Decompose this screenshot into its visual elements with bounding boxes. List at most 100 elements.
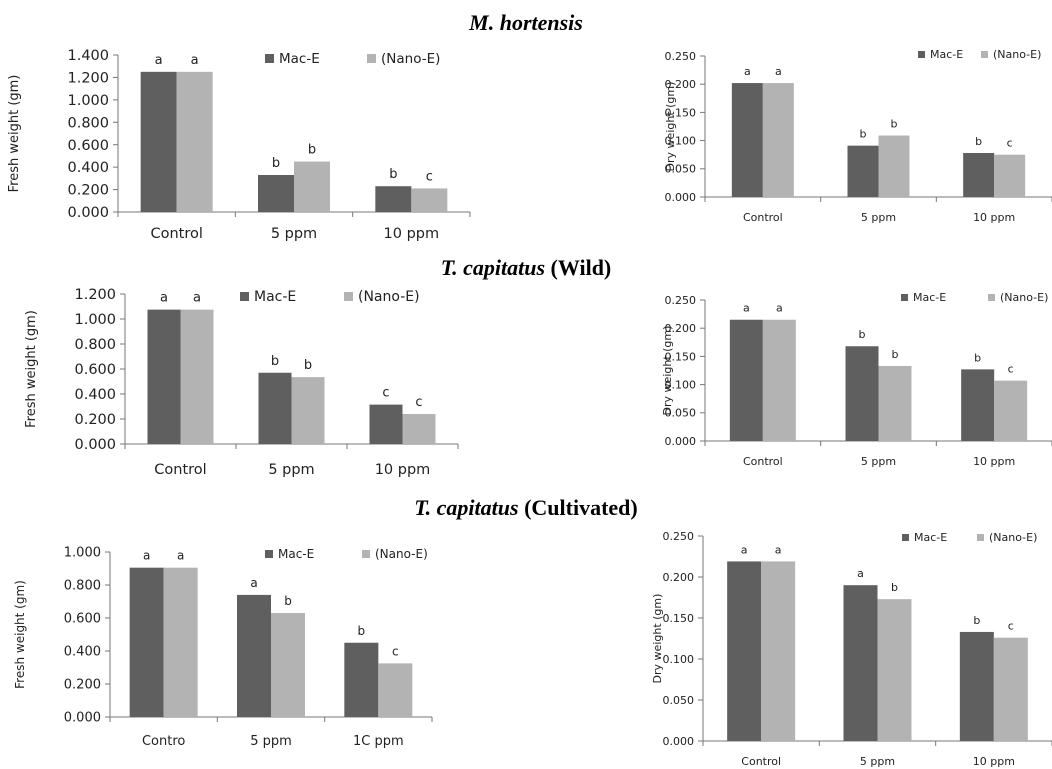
y-tick-label: 1.200: [74, 287, 116, 303]
significance-letter: c: [1008, 620, 1014, 633]
legend-label-nano-e: (Nano-E): [381, 51, 440, 67]
legend-swatch-mac-e: [240, 292, 249, 301]
significance-letter: b: [860, 128, 867, 141]
y-tick-label: 0.000: [663, 735, 695, 748]
bar-nano-e-10-ppm: [993, 637, 1028, 741]
y-tick-label: 0.800: [64, 579, 101, 594]
bar-mac-e-control: [727, 561, 762, 741]
y-tick-label: 0.150: [665, 106, 697, 119]
y-tick-label: 0.000: [665, 435, 697, 448]
bar-nano-e-5-ppm: [878, 365, 912, 441]
significance-letter: b: [308, 143, 316, 158]
bar-nano-e-5-ppm: [877, 599, 912, 741]
bar-nano-e-5-ppm: [294, 161, 330, 212]
bar-mac-e-10-ppm: [369, 404, 403, 444]
bar-nano-e-5-ppm: [271, 613, 305, 717]
legend-swatch-nano-e: [367, 54, 376, 63]
bar-nano-e-10-ppm: [994, 154, 1026, 197]
significance-letter: a: [775, 543, 782, 556]
bar-mac-e-5-ppm: [258, 174, 294, 212]
x-tick-label-10-ppm: 10 ppm: [384, 226, 440, 242]
legend-swatch-mac-e: [902, 534, 909, 541]
legend-swatch-mac-e: [265, 54, 274, 63]
x-tick-label-10-ppm: 10 ppm: [973, 211, 1015, 224]
chart-dry-weight-m-hortensis: 0.000 0.050 0.100 0.150 0.200 0.250 Dry weight…: [664, 48, 1052, 224]
significance-letter: b: [284, 594, 292, 608]
y-axis-label: Fresh weight (gm): [13, 580, 27, 689]
species-name: T. capitatus: [440, 255, 546, 280]
significance-letter: a: [177, 549, 184, 563]
bar-mac-e-contro: [129, 567, 164, 717]
y-tick-label: 0.200: [67, 183, 109, 199]
y-tick-label: 0.100: [665, 378, 697, 391]
bar-mac-e-10-ppm: [963, 153, 995, 197]
x-tick-label-5-ppm: 5 ppm: [861, 211, 896, 224]
x-tick-label-5-ppm: 5 ppm: [250, 734, 292, 749]
legend-label-mac-e: Mac-E: [279, 51, 320, 67]
y-tick-label: 0.600: [74, 362, 116, 378]
significance-letter: b: [891, 581, 898, 594]
significance-letter: a: [155, 53, 163, 68]
y-tick-label: 0.150: [665, 350, 697, 363]
legend-swatch-mac-e: [918, 51, 925, 58]
legend-swatch-nano-e: [977, 534, 984, 541]
significance-letter: b: [272, 156, 280, 171]
y-tick-label: 1.000: [67, 93, 109, 109]
legend-swatch-nano-e: [362, 550, 370, 558]
significance-letter: c: [426, 169, 433, 184]
chart-dry-weight-t-capitatus-cultivated: 0.000 0.050 0.100 0.150 0.200 0.250 Dry weight…: [651, 530, 1052, 768]
y-tick-label: 1.000: [64, 546, 101, 561]
significance-letter: b: [891, 118, 898, 131]
significance-letter: b: [892, 348, 899, 361]
bar-nano-e-control: [180, 309, 214, 444]
y-tick-label: 0.600: [64, 612, 101, 627]
significance-letter: b: [358, 624, 366, 638]
chart-fresh-weight-m-hortensis: 0.000 0.200 0.400 0.600 0.800 1.000 1.200 1.400…: [7, 48, 471, 242]
y-tick-label: 0.800: [67, 115, 109, 131]
y-tick-label: 0.250: [665, 294, 697, 307]
y-tick-label: 0.050: [665, 163, 697, 176]
y-tick-label: 0.250: [665, 50, 697, 63]
bar-nano-e-10-ppm: [411, 188, 448, 212]
bar-nano-e-5-ppm: [291, 377, 325, 444]
y-tick-label: 0.000: [74, 437, 116, 453]
bar-mac-e-10-ppm: [959, 631, 994, 741]
legend-label-nano-e: (Nano-E): [358, 289, 420, 305]
y-tick-label: 0.200: [74, 412, 116, 428]
significance-letter: b: [973, 614, 980, 627]
y-axis-label: Dry weight (gm): [664, 82, 677, 172]
x-tick-label-5-ppm: 5 ppm: [860, 755, 895, 768]
x-tick-label-contro: Contro: [142, 734, 185, 749]
y-tick-label: 0.200: [663, 571, 695, 584]
bar-mac-e-5-ppm: [847, 145, 879, 197]
bar-nano-e-control: [761, 561, 796, 741]
bar-nano-e-contro: [163, 567, 198, 717]
significance-letter: b: [974, 351, 981, 364]
legend-label-mac-e: Mac-E: [254, 289, 296, 305]
bar-nano-e-10-ppm: [994, 380, 1028, 441]
bar-mac-e-10-ppm: [961, 369, 995, 441]
bar-mac-e-control: [147, 309, 181, 444]
bar-mac-e-5-ppm: [843, 585, 878, 741]
y-tick-label: 0.000: [64, 711, 101, 726]
y-tick-label: 0.000: [665, 191, 697, 204]
x-tick-label-10-ppm: 10 ppm: [973, 455, 1015, 468]
x-tick-label-control: Control: [150, 226, 202, 242]
significance-letter: b: [389, 167, 397, 182]
legend-label-mac-e: Mac-E: [913, 291, 946, 304]
y-tick-label: 0.250: [663, 530, 695, 543]
significance-letter: a: [191, 53, 199, 68]
x-tick-label-control: Control: [743, 211, 783, 224]
species-suffix: (Wild): [545, 255, 612, 280]
x-tick-label-control: Control: [741, 755, 781, 768]
bar-nano-e-control: [762, 83, 794, 197]
legend-swatch-mac-e: [901, 294, 908, 301]
legend-label-mac-e: Mac-E: [930, 48, 963, 61]
section-title-2: T. capitatus (Wild): [0, 255, 1052, 281]
y-tick-label: 0.050: [665, 407, 697, 420]
legend-swatch-nano-e: [988, 294, 995, 301]
bar-nano-e-10-ppm: [402, 414, 436, 444]
y-tick-label: 0.000: [67, 205, 109, 221]
y-tick-label: 0.200: [64, 678, 101, 693]
bar-mac-e-5-ppm: [845, 346, 879, 441]
